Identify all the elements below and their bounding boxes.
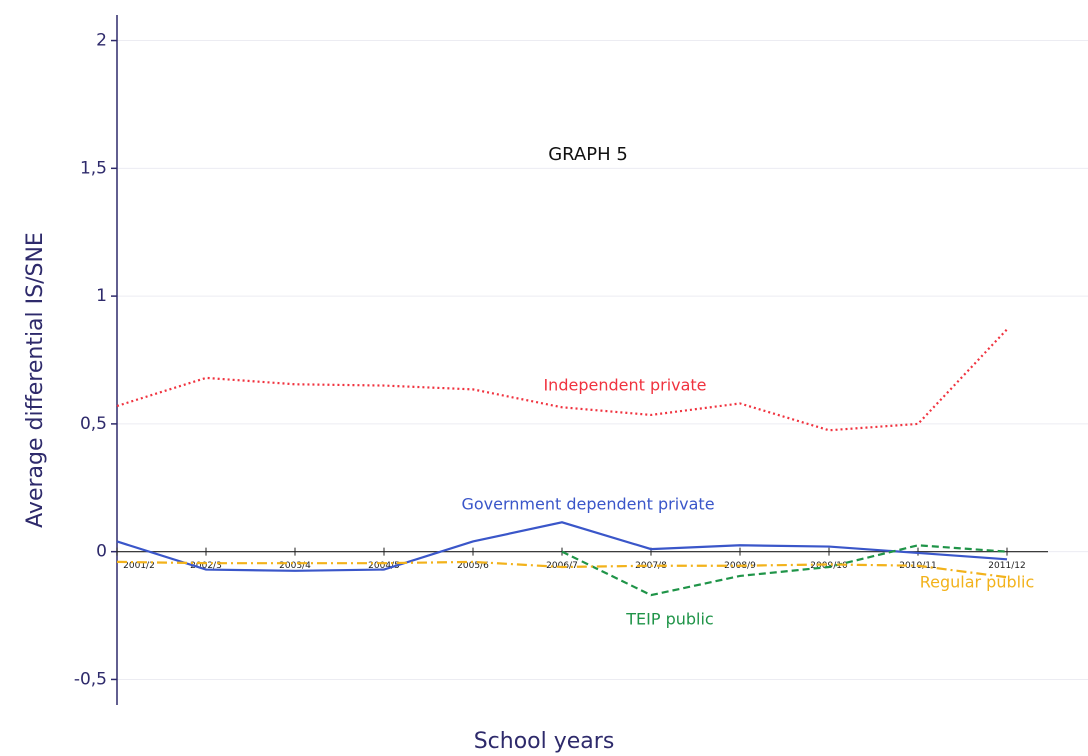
series-line (116, 521, 1008, 572)
y-tick-label: 1,5 (80, 158, 107, 178)
x-tick-label: 2001/2 (123, 561, 155, 571)
x-axis-label: School years (474, 729, 615, 754)
x-tick-label: 2005/6 (457, 561, 489, 571)
series-line (116, 328, 1008, 432)
y-tick-label: -0,5 (74, 669, 107, 689)
y-tick-label: 2 (96, 31, 107, 51)
x-tick-label: 2002/3 (190, 561, 222, 571)
y-tick-label: 0 (96, 542, 107, 562)
series-label: Regular public (920, 573, 1035, 592)
x-tick-label: 2003/4 (279, 561, 311, 571)
y-axis-label: Average differential IS/SNE (23, 232, 48, 528)
x-tick-label: 2004/5 (368, 561, 400, 571)
series-line (561, 544, 1008, 597)
y-tick-label: 1 (96, 286, 107, 306)
series-label: Independent private (543, 376, 706, 395)
series-label: TEIP public (625, 610, 713, 629)
chart-title: GRAPH 5 (548, 144, 628, 165)
y-tick-label: 0,5 (80, 414, 107, 434)
series-label: Government dependent private (461, 495, 714, 514)
x-tick-label: 2011/12 (988, 561, 1025, 571)
series-line (116, 560, 1008, 579)
